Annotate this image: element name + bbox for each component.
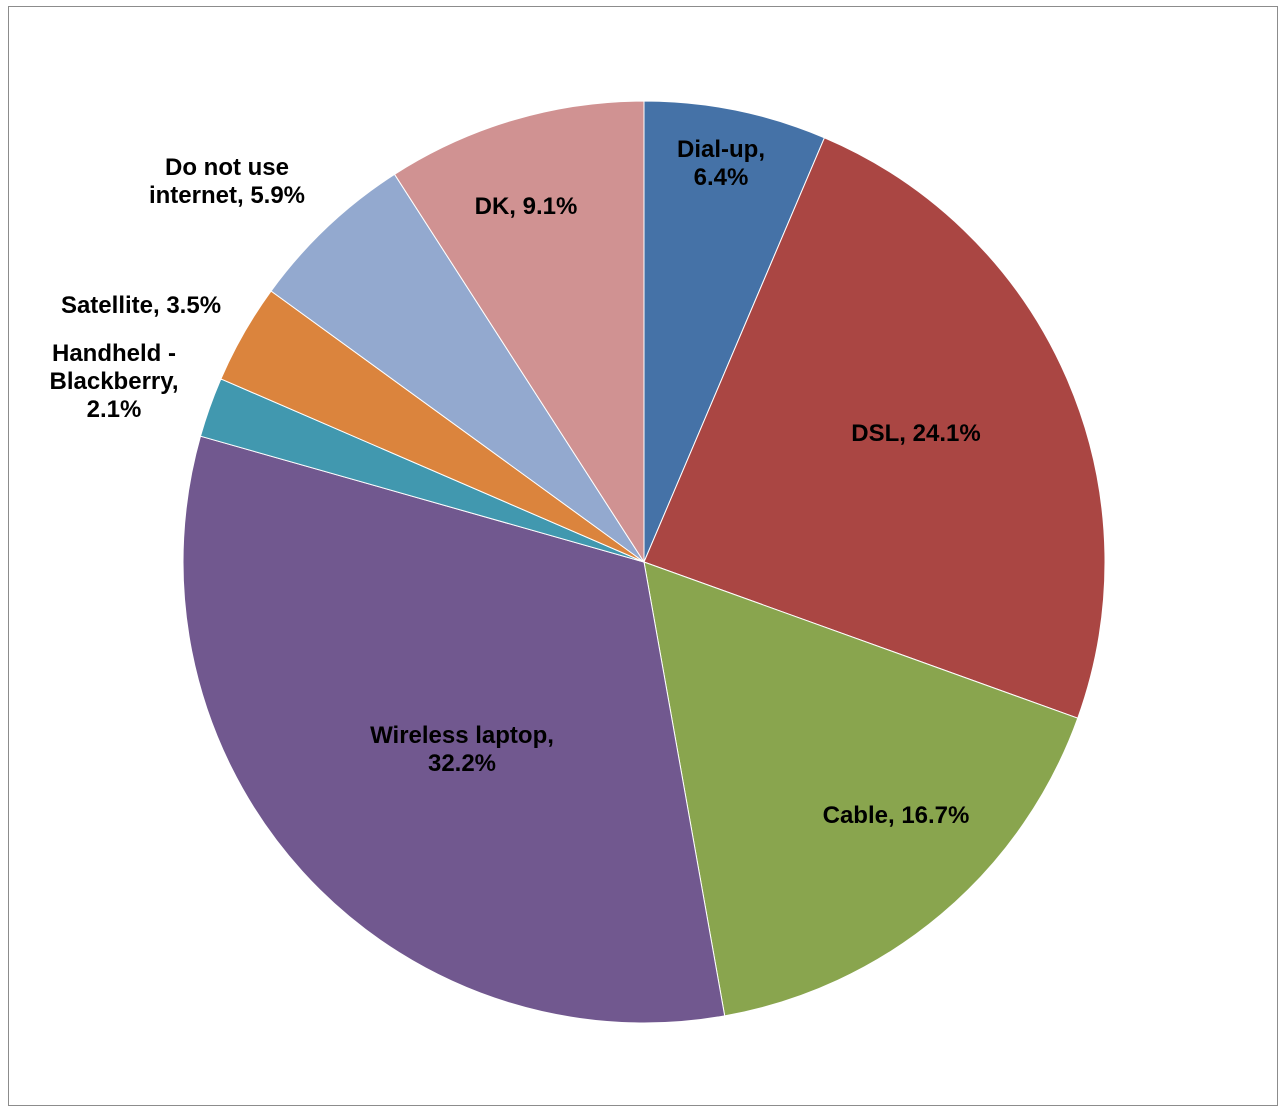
pie-slice-do-not-use-internet — [270, 173, 645, 563]
slice-label-dk: DK, 9.1% — [475, 193, 578, 220]
slice-label-satellite: Satellite, 3.5% — [61, 292, 221, 319]
slice-label-dsl: DSL, 24.1% — [851, 420, 980, 447]
pie-slice-dial-up — [643, 100, 826, 563]
slice-label-line: internet, 5.9% — [149, 182, 305, 209]
slice-label-line: Satellite, 3.5% — [61, 292, 221, 319]
slice-label-line: Handheld - — [52, 340, 176, 367]
pie-slice-dk — [393, 100, 645, 564]
slice-label-line: Do not use — [165, 154, 289, 181]
slice-label-line: DK, 9.1% — [475, 193, 578, 220]
pie-slice-dsl — [643, 137, 1106, 719]
slice-label-line: Dial-up, — [677, 136, 765, 163]
pie-labels: Dial-up, 6.4% DSL, 24.1% Cable, 16.7% Wirele… — [50, 136, 981, 829]
slice-label-line: 6.4% — [694, 164, 749, 191]
pie-chart: Dial-up, 6.4% DSL, 24.1% Cable, 16.7% Wirele… — [50, 100, 1106, 1024]
slice-label-line: Cable, 16.7% — [823, 802, 970, 829]
pie-slice-cable — [643, 561, 1079, 1017]
pie-slices — [182, 100, 1106, 1024]
slice-label-line: 32.2% — [428, 750, 496, 777]
slice-label-line: 2.1% — [87, 396, 142, 423]
slice-label-wireless-laptop: Wireless laptop, 32.2% — [370, 722, 554, 777]
slice-label-dial-up: Dial-up, 6.4% — [677, 136, 765, 191]
slice-label-line: Blackberry, — [50, 368, 179, 395]
pie-slice-wireless-laptop — [182, 435, 726, 1024]
slice-label-cable: Cable, 16.7% — [823, 802, 970, 829]
slice-label-handheld-blackberry: Handheld -Blackberry, 2.1% — [50, 340, 179, 423]
slice-label-line: Wireless laptop, — [370, 722, 554, 749]
chart-frame: Dial-up, 6.4% DSL, 24.1% Cable, 16.7% Wirele… — [8, 6, 1278, 1106]
slice-label-do-not-use-internet: Do not use internet, 5.9% — [149, 154, 305, 209]
slice-label-line: DSL, 24.1% — [851, 420, 980, 447]
